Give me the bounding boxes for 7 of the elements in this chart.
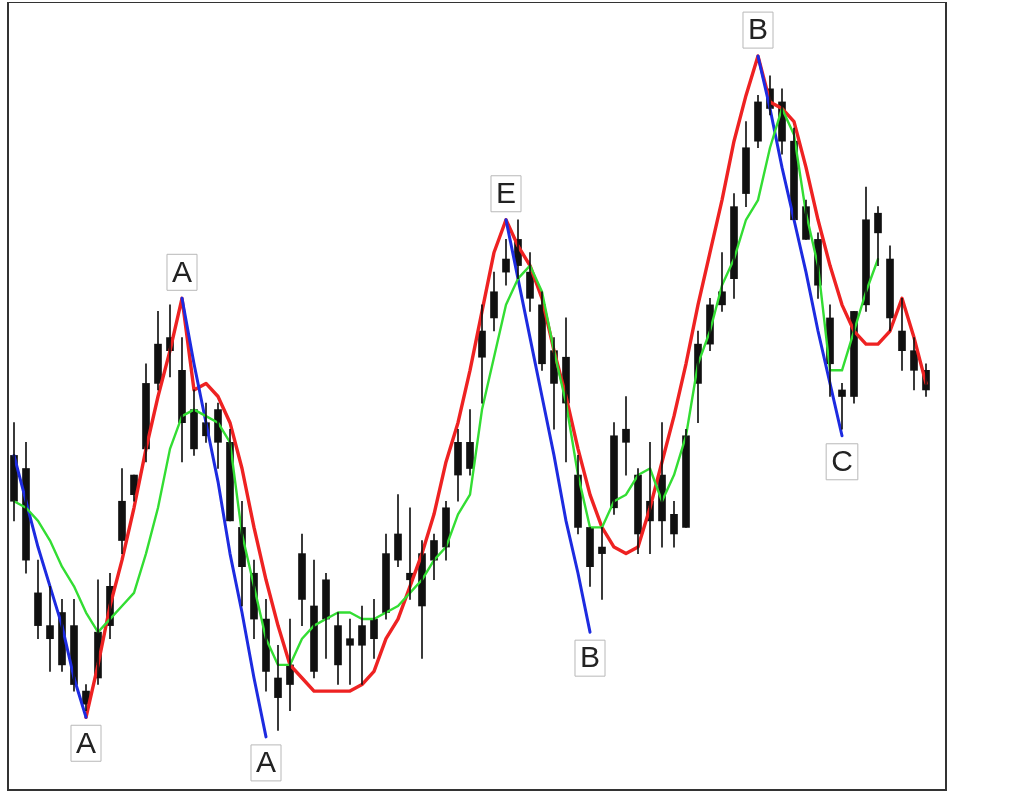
- annotation: E: [495, 176, 517, 210]
- annotation: B: [579, 640, 601, 674]
- annotation: B: [747, 12, 769, 46]
- annotation: C: [831, 444, 853, 478]
- annotation: A: [255, 745, 277, 779]
- annotation: A: [75, 725, 97, 759]
- annotation: A: [171, 254, 193, 288]
